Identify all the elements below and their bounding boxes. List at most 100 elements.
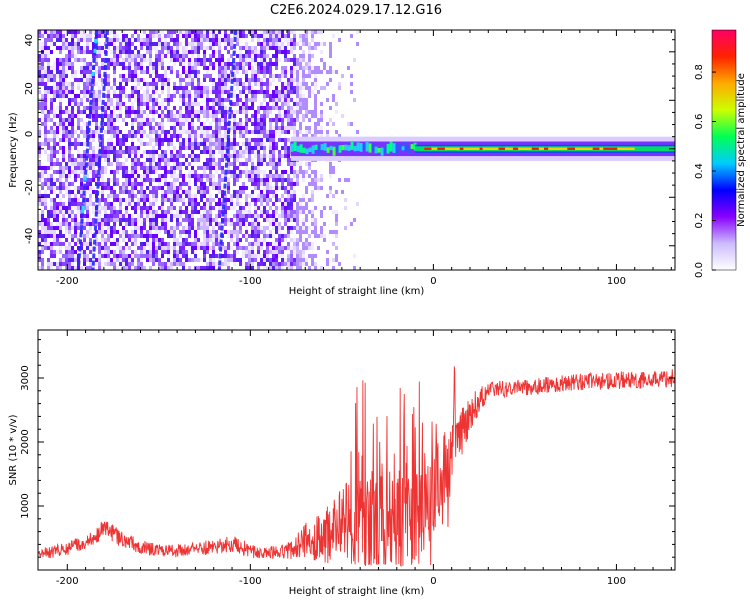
heatmap-track-highlight bbox=[94, 38, 98, 43]
snr-xlabel: Height of straight line (km) bbox=[289, 586, 425, 597]
signal-band-fragment bbox=[326, 147, 330, 153]
snr-ylabel: SNR (10 * v/v) bbox=[8, 414, 19, 485]
signal-band-peak bbox=[567, 147, 576, 150]
x-tick-label: 100 bbox=[607, 276, 626, 287]
signal-band-fragment bbox=[353, 145, 357, 152]
heatmap-xlabel: Height of straight line (km) bbox=[289, 286, 425, 297]
colorbar-tick-label: 0.0 bbox=[694, 262, 705, 278]
colorbar-tick-label: 0.6 bbox=[694, 114, 705, 130]
signal-band-fragment bbox=[392, 143, 396, 153]
y-tick-label: -20 bbox=[24, 179, 35, 195]
y-tick-label: -40 bbox=[24, 228, 35, 244]
signal-band-fragment bbox=[398, 142, 402, 150]
signal-band-peak bbox=[610, 147, 618, 150]
signal-band-fragment bbox=[365, 142, 369, 152]
signal-band-peak bbox=[512, 147, 519, 150]
heatmap-noise-cells-2 bbox=[38, 30, 359, 270]
colorbar-tick-label: 0.4 bbox=[694, 163, 705, 179]
y-tick-label: 1000 bbox=[20, 493, 31, 518]
signal-band-fragment bbox=[335, 144, 339, 152]
signal-band-peak bbox=[479, 147, 483, 150]
x-tick-label: -200 bbox=[56, 276, 79, 287]
signal-band-fragment bbox=[311, 145, 315, 154]
signal-band-fragment bbox=[320, 144, 324, 151]
signal-band-fragment bbox=[386, 143, 390, 154]
signal-band-peak bbox=[603, 147, 612, 150]
snr-line bbox=[38, 366, 675, 567]
signal-band-peak bbox=[498, 147, 505, 150]
heatmap-noise-cells-7 bbox=[38, 30, 359, 270]
heatmap-noise-cells-6 bbox=[38, 30, 359, 270]
signal-band-fragment bbox=[380, 147, 384, 156]
signal-band-fragment bbox=[302, 147, 306, 153]
x-tick-label: 0 bbox=[430, 576, 436, 587]
signal-band-fragment bbox=[359, 142, 363, 152]
signal-band-fragment bbox=[341, 145, 345, 151]
signal-band-fragment bbox=[401, 146, 405, 151]
snr-series bbox=[38, 366, 675, 567]
signal-band-peak bbox=[437, 147, 445, 150]
x-tick-label: -100 bbox=[239, 576, 262, 587]
y-tick-label: 0 bbox=[24, 131, 35, 137]
y-tick-label: 3000 bbox=[20, 365, 31, 390]
heatmap-frame bbox=[37, 29, 676, 271]
y-tick-label: 20 bbox=[24, 82, 35, 95]
signal-band-fragment bbox=[374, 146, 378, 154]
signal-band-fragment bbox=[296, 145, 300, 152]
signal-band-peak bbox=[544, 147, 549, 150]
signal-band-fragment bbox=[404, 141, 408, 152]
heatmap-cells bbox=[38, 30, 675, 270]
signal-band-fragment bbox=[293, 141, 297, 152]
signal-band-fragment bbox=[347, 145, 351, 151]
heatmap-noise-cells-8 bbox=[38, 30, 296, 270]
signal-band-fragment bbox=[290, 143, 294, 152]
colorbar-tick-label: 0.2 bbox=[694, 213, 705, 229]
signal-band-fragment bbox=[395, 144, 399, 154]
signal-band-fragment bbox=[356, 142, 360, 151]
y-tick-label: 40 bbox=[24, 34, 35, 47]
x-tick-label: 100 bbox=[607, 576, 626, 587]
signal-band-fragment bbox=[350, 141, 354, 150]
x-tick-label: 0 bbox=[430, 276, 436, 287]
heatmap-ylabel: Frequency (Hz) bbox=[8, 112, 19, 188]
heatmap-track-2 bbox=[91, 30, 110, 270]
signal-band-fragment bbox=[362, 143, 366, 150]
x-tick-label: -200 bbox=[56, 576, 79, 587]
colorbar-tick-label: 0.8 bbox=[694, 64, 705, 80]
signal-band-fragment bbox=[305, 148, 309, 155]
signal-band-fragment bbox=[389, 141, 393, 152]
heatmap-track-highlight bbox=[81, 205, 85, 210]
signal-band-fragment bbox=[323, 143, 327, 151]
colorbar bbox=[711, 29, 737, 271]
signal-band-fragment bbox=[410, 144, 414, 149]
snr-ticks: -200 -100 0 100 1000 2000 3000 bbox=[20, 330, 675, 587]
chart-title: C2E6.2024.029.17.12.G16 bbox=[270, 3, 442, 18]
signal-band-fragment bbox=[383, 146, 387, 155]
signal-band-fragment bbox=[332, 146, 336, 156]
signal-band-fragment bbox=[317, 146, 321, 156]
signal-band-fragment bbox=[407, 146, 411, 154]
snr-panel: -200 -100 0 100 1000 2000 3000 Height of straig… bbox=[8, 329, 676, 597]
signal-band-peak bbox=[531, 147, 539, 150]
snr-frame bbox=[37, 329, 676, 571]
heatmap-track-highlight bbox=[81, 209, 85, 214]
signal-band-peak bbox=[424, 147, 432, 150]
signal-band-fragment bbox=[338, 145, 342, 153]
signal-band-peak bbox=[459, 147, 464, 150]
heatmap-track-highlight bbox=[93, 48, 97, 53]
signal-band-peak bbox=[592, 147, 600, 150]
signal-band-fragment bbox=[299, 144, 303, 153]
signal-band-fragment bbox=[344, 144, 348, 151]
x-tick-label: -100 bbox=[239, 276, 262, 287]
colorbar-label: Normalized spectral amplitude bbox=[736, 73, 747, 227]
signal-band-fragment bbox=[314, 144, 318, 150]
signal-band-core-yellow bbox=[424, 147, 635, 150]
heatmap-track-3 bbox=[217, 30, 238, 270]
heatmap-track-1 bbox=[76, 30, 99, 270]
heatmap-track-highlight bbox=[83, 176, 87, 181]
signal-band-fragment bbox=[329, 145, 333, 151]
